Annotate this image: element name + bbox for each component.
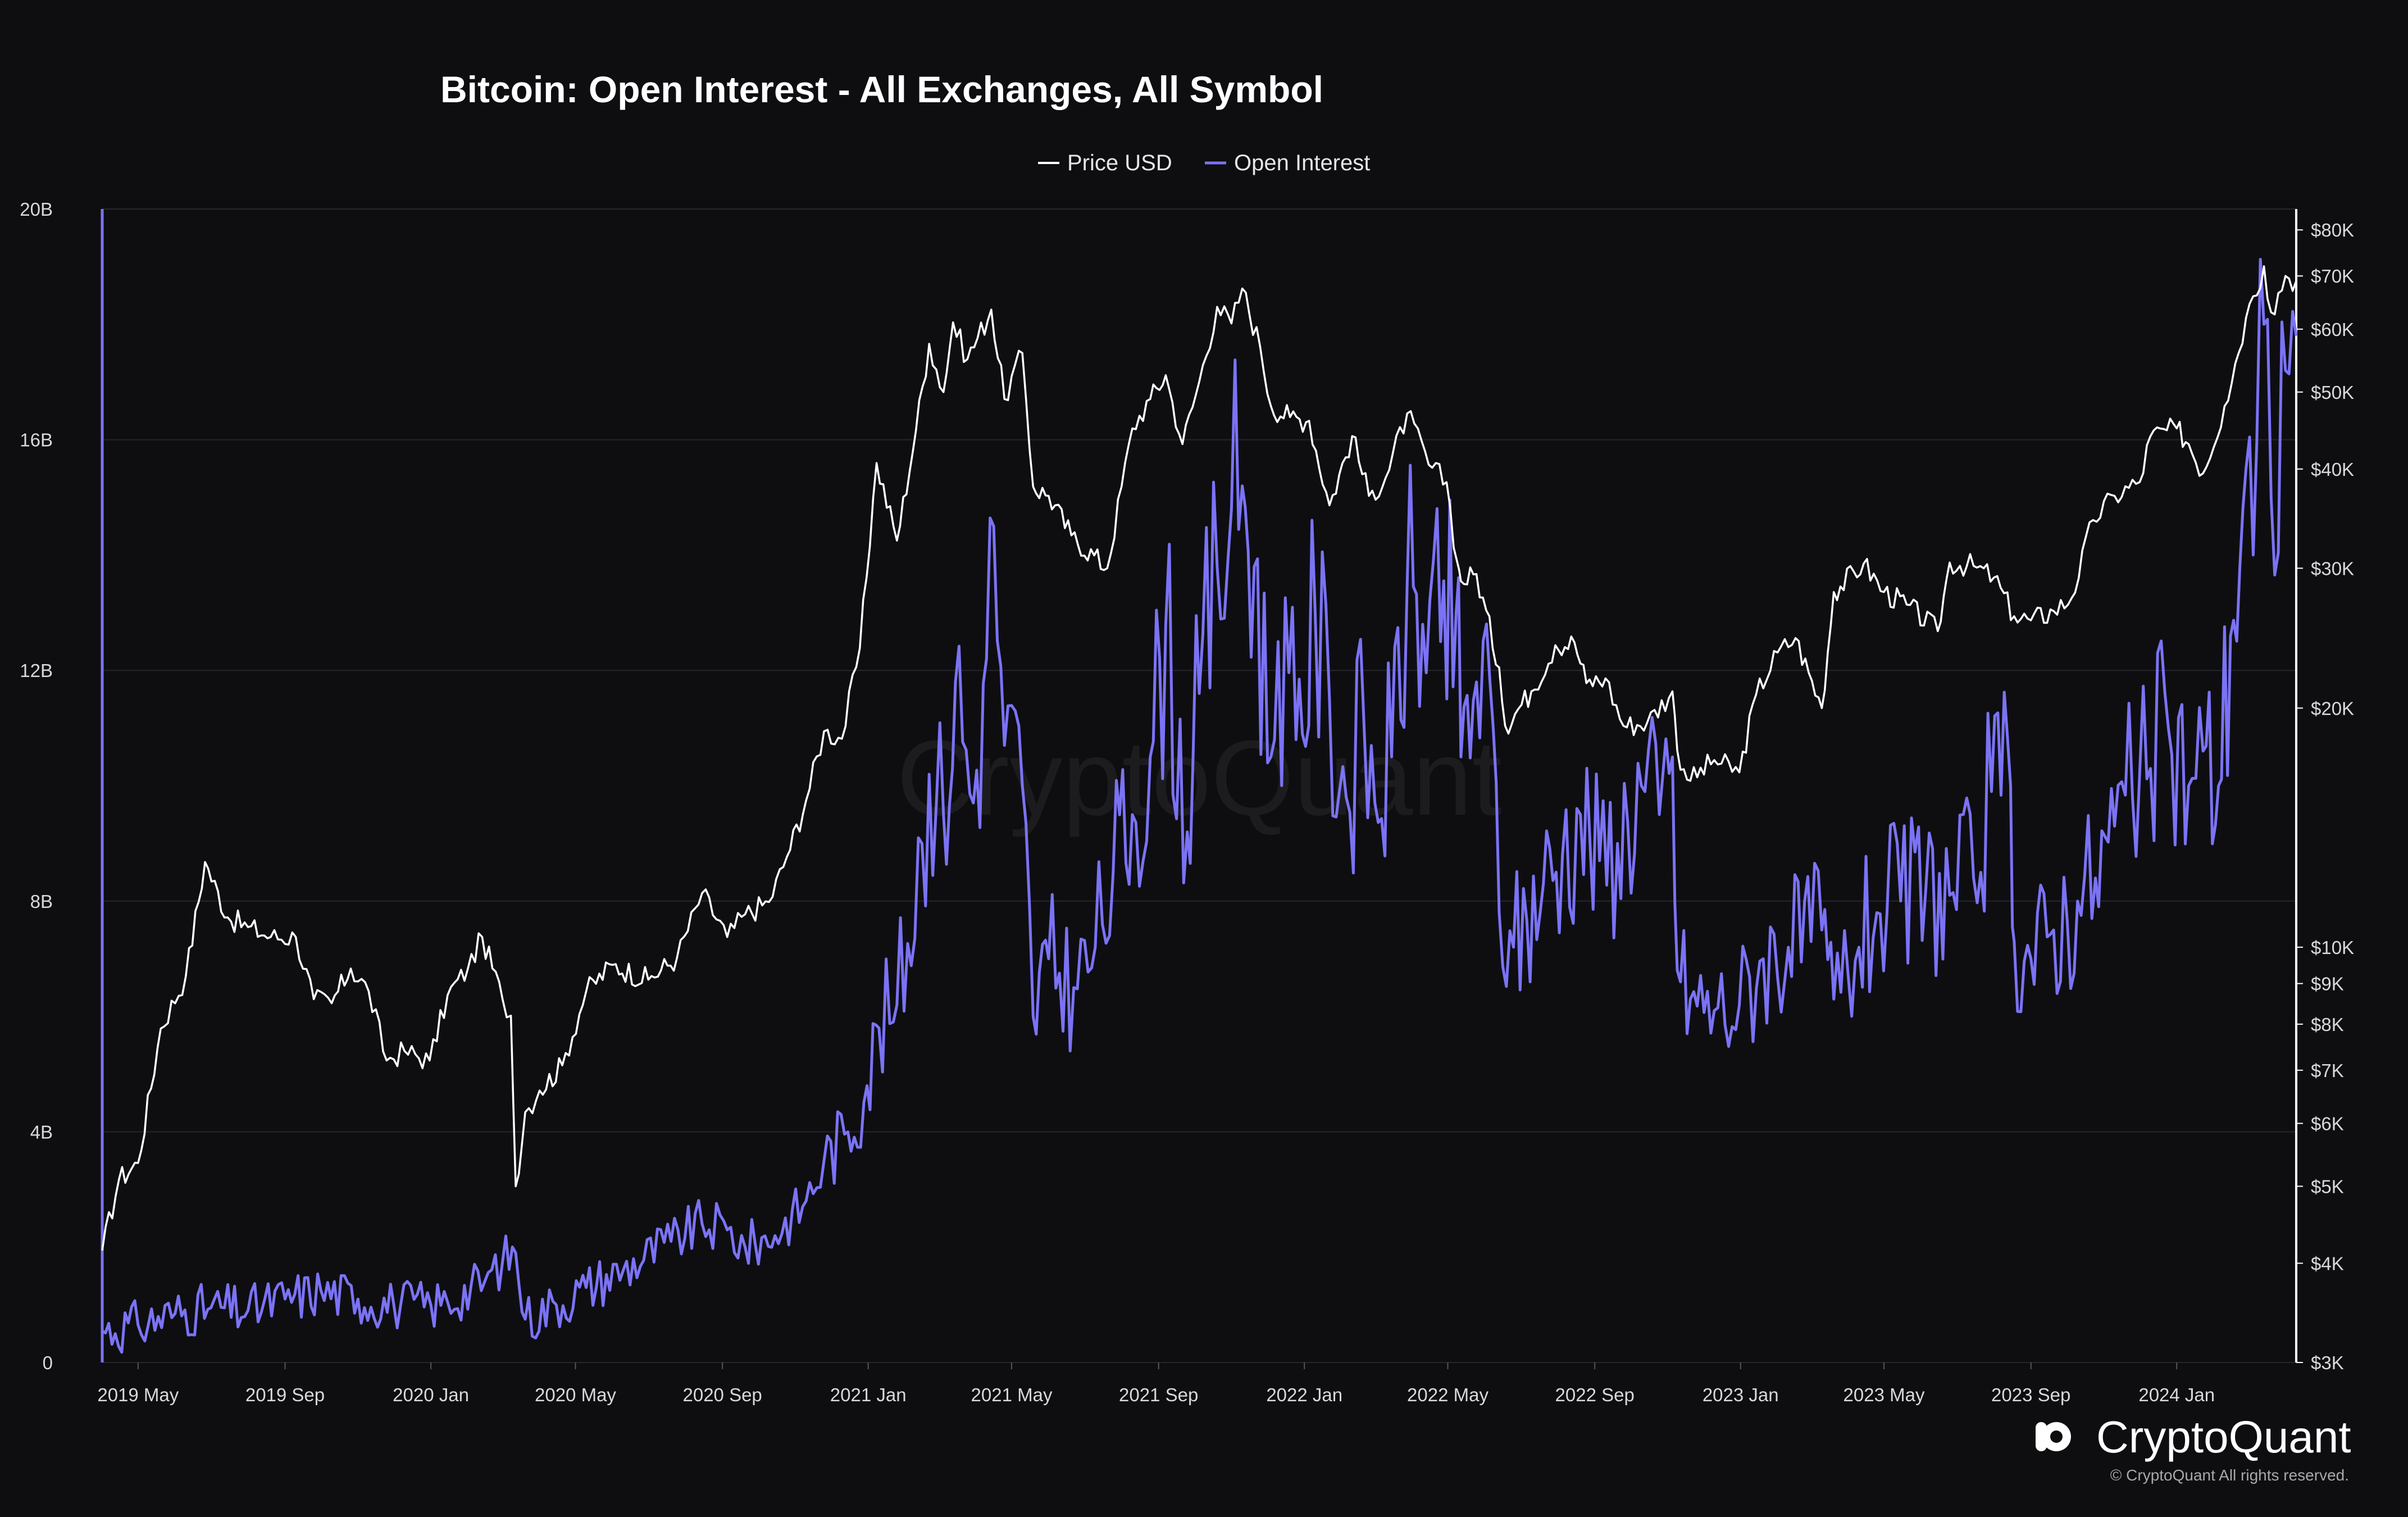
y-axis-right: $3K $4K $5K $6K $7K $8K $9K $10K $20K $30K $40K $50… [2296, 220, 2354, 1373]
copyright-text: © CryptoQuant All rights reserved. [2110, 1466, 2349, 1484]
y-right-tick-label: $70K [2311, 266, 2354, 287]
x-axis: 2019 May 2019 Sep 2020 Jan 2020 May 2020 Sep… [97, 1362, 2215, 1405]
grid-lines [102, 208, 2296, 1363]
y-right-tick-label: $7K [2311, 1060, 2344, 1081]
y-right-tick-label: $30K [2311, 558, 2354, 579]
legend-label-open-interest[interactable]: Open Interest [1234, 151, 1370, 175]
x-tick-label: 2022 Jan [1266, 1384, 1342, 1405]
price-line [101, 265, 2297, 1251]
x-tick-label: 2020 Sep [682, 1384, 762, 1405]
y-right-tick-label: $8K [2311, 1014, 2344, 1035]
y-left-tick-label: 0 [43, 1352, 53, 1373]
y-right-tick-label: $20K [2311, 698, 2354, 719]
y-right-tick-label: $5K [2311, 1176, 2344, 1197]
y-axis-left: 0 4B 8B 12B 16B 20B [20, 199, 53, 1373]
y-right-tick-label: $3K [2311, 1352, 2344, 1373]
x-tick-label: 2024 Jan [2138, 1384, 2215, 1405]
x-tick-label: 2019 May [97, 1384, 179, 1405]
y-right-tick-label: $80K [2311, 220, 2354, 240]
x-tick-label: 2023 Sep [1991, 1384, 2070, 1405]
chart-title: Bitcoin: Open Interest - All Exchanges, … [440, 69, 1323, 110]
x-tick-label: 2022 Sep [1555, 1384, 1635, 1405]
y-right-tick-label: $6K [2311, 1113, 2344, 1134]
x-tick-label: 2022 May [1407, 1384, 1489, 1405]
y-left-tick-label: 12B [20, 660, 53, 681]
x-tick-label: 2023 May [1843, 1384, 1925, 1405]
x-tick-label: 2021 Sep [1119, 1384, 1198, 1405]
y-right-tick-label: $4K [2311, 1253, 2344, 1274]
watermark: CryptoQuant [896, 719, 1501, 838]
x-tick-label: 2021 May [971, 1384, 1053, 1405]
y-left-tick-label: 4B [30, 1121, 53, 1142]
open-interest-line [101, 258, 2298, 1354]
x-tick-label: 2023 Jan [1703, 1384, 1779, 1405]
y-right-tick-label: $9K [2311, 974, 2344, 994]
y-left-tick-label: 16B [20, 430, 53, 451]
y-right-tick-label: $50K [2311, 382, 2354, 403]
y-right-tick-label: $40K [2311, 459, 2354, 480]
y-right-tick-label: $60K [2311, 319, 2354, 340]
y-left-tick-label: 20B [20, 199, 53, 220]
x-tick-label: 2021 Jan [830, 1384, 907, 1405]
y-right-tick-label: $10K [2311, 937, 2354, 958]
legend-label-price[interactable]: Price USD [1067, 151, 1172, 175]
legend: Price USD Open Interest [1038, 151, 1370, 175]
x-tick-label: 2020 May [535, 1384, 616, 1405]
plot-series [101, 258, 2298, 1354]
cryptoquant-logo-icon [2036, 1422, 2071, 1451]
x-tick-label: 2019 Sep [245, 1384, 325, 1405]
brand-logo: CryptoQuant [2036, 1412, 2351, 1462]
x-tick-label: 2020 Jan [393, 1384, 469, 1405]
brand-name: CryptoQuant [2096, 1412, 2351, 1462]
y-left-tick-label: 8B [30, 891, 53, 912]
